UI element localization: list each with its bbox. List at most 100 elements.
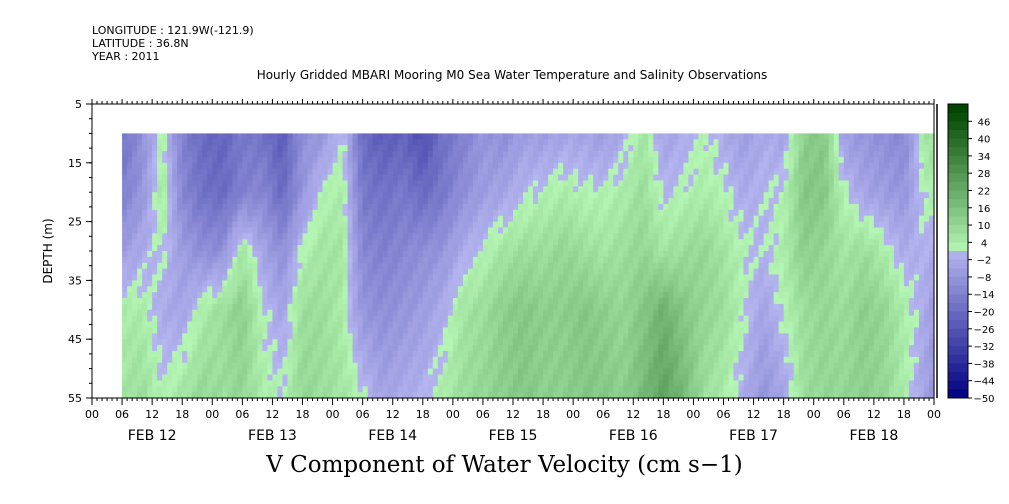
heatmap-cell: [162, 203, 168, 211]
heatmap-cell: [583, 309, 589, 317]
heatmap-cell: [387, 362, 394, 370]
heatmap-cell: [212, 186, 218, 193]
heatmap-cell: [342, 345, 349, 352]
heatmap-cell: [563, 151, 569, 158]
heatmap-cell: [613, 333, 619, 340]
heatmap-cell: [187, 251, 193, 258]
heatmap-cell: [628, 345, 634, 352]
heatmap-cell: [377, 251, 384, 258]
heatmap-cell: [467, 227, 474, 234]
heatmap-cell: [172, 268, 178, 276]
heatmap-cell: [242, 239, 248, 246]
heatmap-cell: [452, 327, 459, 334]
heatmap-cell: [257, 139, 263, 146]
heatmap-cell: [507, 145, 514, 152]
heatmap-cell: [337, 274, 344, 281]
heatmap-cell: [242, 256, 248, 264]
heatmap-cell: [437, 221, 444, 229]
heatmap-cell: [327, 209, 334, 217]
heatmap-cell: [232, 151, 238, 158]
heatmap-cell: [322, 303, 329, 311]
heatmap-cell: [563, 315, 569, 323]
heatmap-cell: [257, 156, 263, 164]
heatmap-cell: [257, 162, 263, 170]
heatmap-cell: [387, 156, 394, 164]
heatmap-cell: [492, 233, 499, 240]
heatmap-cell: [533, 327, 539, 334]
heatmap-cell: [177, 362, 183, 370]
heatmap-cell: [442, 339, 449, 346]
heatmap-cell: [432, 298, 439, 305]
heatmap-cell: [482, 262, 489, 270]
heatmap-cell: [593, 333, 599, 340]
heatmap-cell: [583, 315, 589, 323]
heatmap-cell: [317, 186, 324, 193]
heatmap-cell: [262, 303, 269, 311]
heatmap-cell: [437, 368, 444, 376]
heatmap-cell: [367, 162, 374, 170]
heatmap-cell: [302, 251, 309, 258]
heatmap-cell: [523, 333, 529, 340]
heatmap-cell: [513, 350, 519, 358]
heatmap-cell: [568, 280, 574, 287]
heatmap-cell: [417, 292, 424, 299]
heatmap-cell: [432, 162, 439, 170]
heatmap-cell: [257, 303, 263, 311]
heatmap-cell: [502, 333, 509, 340]
heatmap-cell: [573, 356, 579, 364]
heatmap-cell: [257, 368, 263, 376]
heatmap-cell: [322, 256, 329, 264]
heatmap-cell: [608, 256, 614, 264]
heatmap-cell: [152, 145, 158, 152]
heatmap-cell: [653, 245, 659, 252]
heatmap-cell: [367, 356, 374, 364]
heatmap-cell: [122, 345, 128, 352]
heatmap-cell: [447, 198, 454, 205]
heatmap-cell: [568, 292, 574, 299]
heatmap-cell: [197, 368, 203, 376]
heatmap-cell: [387, 251, 394, 258]
heatmap-cell: [257, 298, 263, 305]
heatmap-cell: [432, 145, 439, 152]
heatmap-cell: [297, 251, 304, 258]
heatmap-cell: [192, 268, 198, 276]
heatmap-cell: [462, 174, 469, 182]
heatmap-cell: [367, 192, 374, 199]
heatmap-cell: [533, 262, 539, 270]
heatmap-cell: [237, 198, 243, 205]
heatmap-cell: [242, 392, 248, 399]
heatmap-cell: [643, 333, 649, 340]
heatmap-cell: [618, 198, 624, 205]
heatmap-cell: [342, 368, 349, 376]
heatmap-cell: [362, 292, 369, 299]
heatmap-cell: [297, 321, 304, 329]
heatmap-cell: [227, 303, 233, 311]
heatmap-cell: [638, 315, 644, 323]
heatmap-cell: [162, 151, 168, 158]
heatmap-cell: [342, 215, 349, 223]
heatmap-cell: [312, 239, 319, 246]
heatmap-cell: [177, 368, 183, 376]
heatmap-cell: [307, 251, 314, 258]
heatmap-cell: [457, 333, 464, 340]
heatmap-cell: [222, 168, 228, 176]
heatmap-cell: [613, 315, 619, 323]
heatmap-cell: [247, 156, 253, 164]
heatmap-cell: [362, 162, 369, 170]
heatmap-cell: [643, 239, 649, 246]
heatmap-cell: [598, 315, 604, 323]
heatmap-cell: [277, 345, 284, 352]
heatmap-cell: [593, 227, 599, 234]
heatmap-cell: [127, 392, 133, 399]
heatmap-cell: [292, 168, 299, 176]
heatmap-cell: [608, 280, 614, 287]
heatmap-cell: [267, 315, 274, 323]
heatmap-cell: [497, 303, 504, 311]
heatmap-cell: [502, 245, 509, 252]
heatmap-cell: [262, 221, 269, 229]
heatmap-cell: [332, 180, 339, 187]
heatmap-cell: [583, 274, 589, 281]
heatmap-cell: [538, 262, 544, 270]
heatmap-cell: [653, 286, 659, 293]
heatmap-cell: [332, 274, 339, 281]
